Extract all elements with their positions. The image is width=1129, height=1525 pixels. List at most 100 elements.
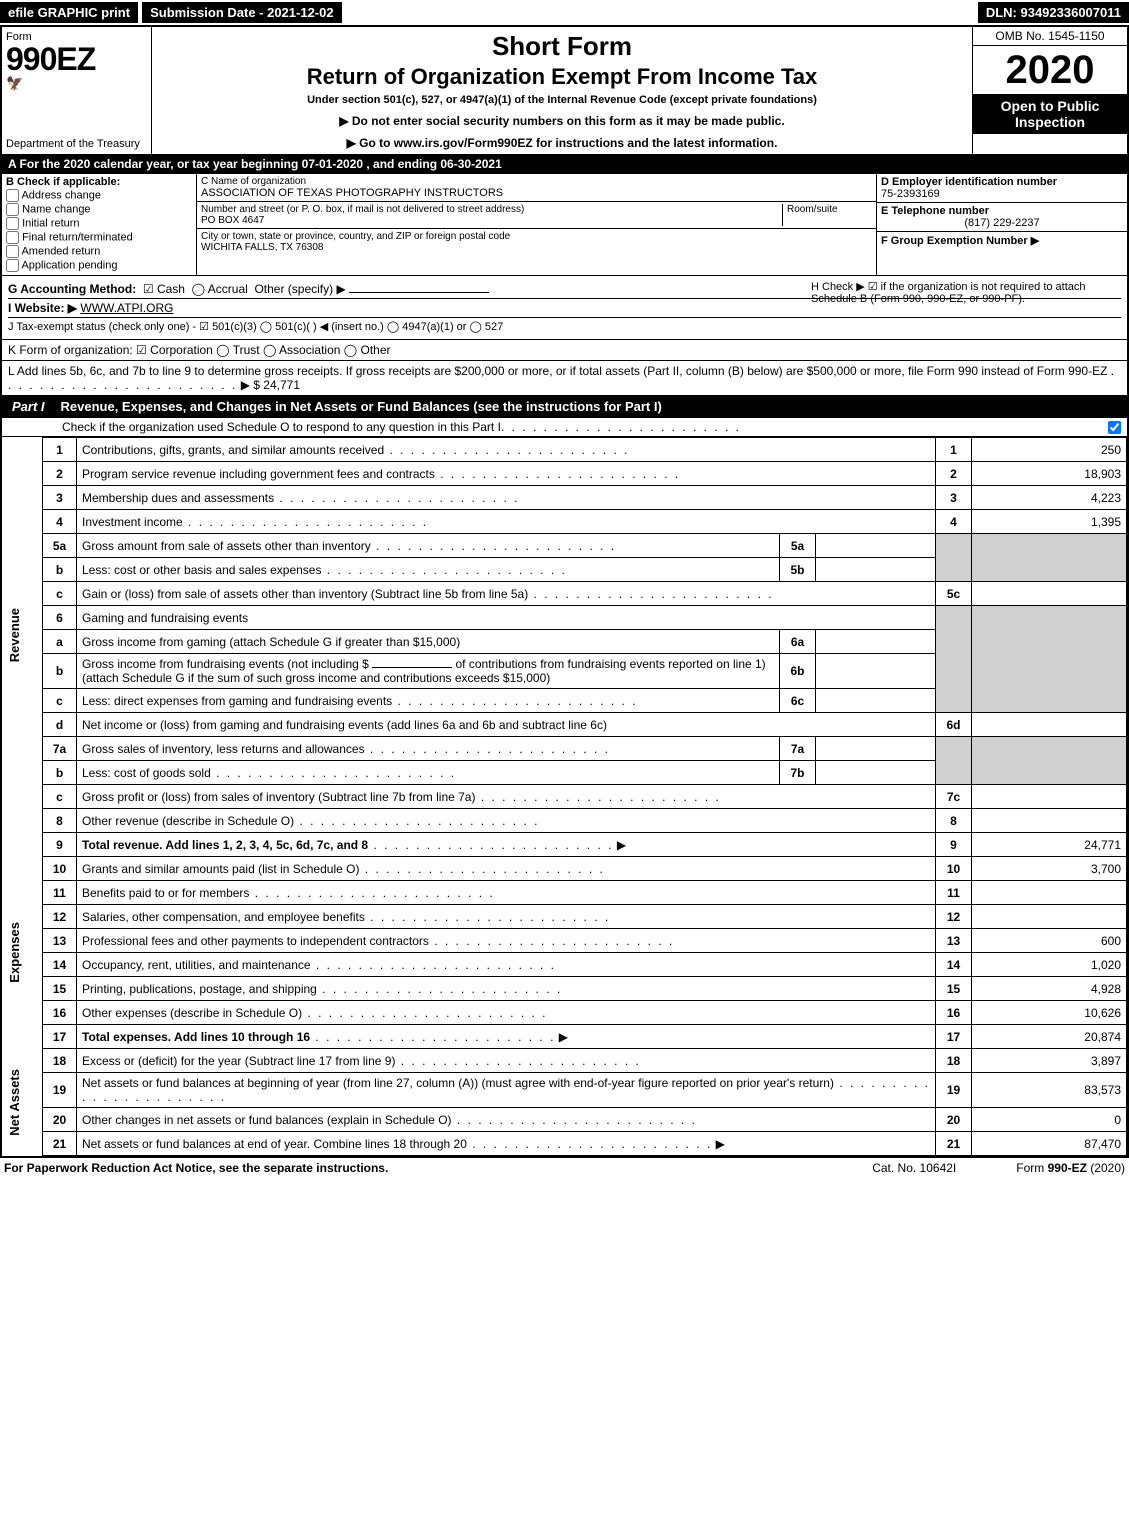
short-form-title: Short Form [160, 31, 964, 62]
goto-link[interactable]: ▶ Go to www.irs.gov/Form990EZ for instru… [160, 136, 964, 150]
line-6d-value [972, 713, 1127, 737]
org-address-cell: Number and street (or P. O. box, if mail… [197, 202, 876, 229]
line-5a-desc: Gross amount from sale of assets other t… [82, 539, 371, 553]
line-19-num: 19 [43, 1073, 77, 1108]
line-6d-rnum: 6d [936, 713, 972, 737]
line-7c-rnum: 7c [936, 785, 972, 809]
line-6d-num: d [43, 713, 77, 737]
check-application-pending[interactable]: Application pending [6, 259, 192, 272]
line-14-value: 1,020 [972, 953, 1127, 977]
accounting-method-label: G Accounting Method: [8, 282, 136, 296]
check-final-return[interactable]: Final return/terminated [6, 231, 192, 244]
line-7a-inval [816, 737, 936, 761]
city-value: WICHITA FALLS, TX 76308 [201, 242, 872, 253]
line-6a-desc: Gross income from gaming (attach Schedul… [82, 635, 460, 649]
line-3-rnum: 3 [936, 486, 972, 510]
section-j: J Tax-exempt status (check only one) - ☑… [8, 320, 1121, 333]
line-5b-desc: Less: cost or other basis and sales expe… [82, 563, 321, 577]
line-6c-inval [816, 689, 936, 713]
line-1-num: 1 [43, 438, 77, 462]
line-13-value: 600 [972, 929, 1127, 953]
line-7c-num: c [43, 785, 77, 809]
org-city-cell: City or town, state or province, country… [197, 229, 876, 275]
line-11-num: 11 [43, 881, 77, 905]
accrual-option[interactable]: Accrual [208, 282, 248, 296]
efile-print-button[interactable]: efile GRAPHIC print [0, 2, 138, 23]
line-1-value: 250 [972, 438, 1127, 462]
line-11-rnum: 11 [936, 881, 972, 905]
line-15-desc: Printing, publications, postage, and shi… [82, 982, 317, 996]
cash-option[interactable]: Cash [157, 282, 185, 296]
section-l-text: L Add lines 5b, 6c, and 7b to line 9 to … [8, 364, 1107, 378]
line-6-desc: Gaming and fundraising events [82, 611, 248, 625]
org-name-label: C Name of organization [201, 176, 872, 187]
check-name-change[interactable]: Name change [6, 203, 192, 216]
line-13-rnum: 13 [936, 929, 972, 953]
org-name-value: ASSOCIATION OF TEXAS PHOTOGRAPHY INSTRUC… [201, 187, 872, 199]
line-14-rnum: 14 [936, 953, 972, 977]
address-value: PO BOX 4647 [201, 215, 782, 226]
line-6c-desc: Less: direct expenses from gaming and fu… [82, 694, 392, 708]
line-3-value: 4,223 [972, 486, 1127, 510]
part-1-subtext: Check if the organization used Schedule … [2, 418, 1127, 437]
expenses-side-label: Expenses [7, 922, 22, 983]
check-initial-return[interactable]: Initial return [6, 217, 192, 230]
line-5b-innum: 5b [780, 558, 816, 582]
shade-7ab [936, 737, 972, 785]
check-amended-return[interactable]: Amended return [6, 245, 192, 258]
line-18-num: 18 [43, 1049, 77, 1073]
line-6d-desc: Net income or (loss) from gaming and fun… [82, 718, 607, 732]
part-1-header: Part I Revenue, Expenses, and Changes in… [2, 396, 1127, 418]
group-label: F Group Exemption Number ▶ [881, 235, 1039, 247]
open-public-inspection: Open to Public Inspection [973, 94, 1127, 134]
line-7b-inval [816, 761, 936, 785]
line-7a-desc: Gross sales of inventory, less returns a… [82, 742, 365, 756]
line-21-rnum: 21 [936, 1132, 972, 1156]
line-17-num: 17 [43, 1025, 77, 1049]
line-16-rnum: 16 [936, 1001, 972, 1025]
line-13-num: 13 [43, 929, 77, 953]
paperwork-notice: For Paperwork Reduction Act Notice, see … [4, 1161, 388, 1175]
website-label: I Website: ▶ [8, 301, 77, 315]
ein-cell: D Employer identification number 75-2393… [877, 174, 1127, 203]
line-5a-innum: 5a [780, 534, 816, 558]
tax-year: 2020 [973, 46, 1127, 94]
revenue-side-label: Revenue [7, 608, 22, 662]
ein-value: 75-2393169 [881, 188, 1123, 200]
line-14-desc: Occupancy, rent, utilities, and maintena… [82, 958, 311, 972]
address-label: Number and street (or P. O. box, if mail… [201, 204, 782, 215]
line-16-desc: Other expenses (describe in Schedule O) [82, 1006, 302, 1020]
shade-6abc [936, 606, 972, 713]
line-17-value: 20,874 [972, 1025, 1127, 1049]
line-8-desc: Other revenue (describe in Schedule O) [82, 814, 294, 828]
sections-g-h-i-j: H Check ▶ ☑ if the organization is not r… [2, 276, 1127, 340]
phone-label: E Telephone number [881, 205, 1123, 217]
schedule-o-checkbox[interactable] [1108, 420, 1121, 434]
line-7c-value [972, 785, 1127, 809]
schedule-o-check-text: Check if the organization used Schedule … [62, 420, 501, 434]
section-b: B Check if applicable: Address change Na… [2, 174, 197, 275]
check-address-change[interactable]: Address change [6, 189, 192, 202]
form-header: Form 990EZ 🦅 Department of the Treasury … [2, 27, 1127, 155]
no-ssn-note: ▶ Do not enter social security numbers o… [160, 114, 964, 128]
cat-number: Cat. No. 10642I [872, 1161, 956, 1175]
line-7a-innum: 7a [780, 737, 816, 761]
section-d-e-f: D Employer identification number 75-2393… [877, 174, 1127, 275]
line-2-num: 2 [43, 462, 77, 486]
line-7b-innum: 7b [780, 761, 816, 785]
line-6a-innum: 6a [780, 630, 816, 654]
other-option[interactable]: Other (specify) ▶ [254, 282, 345, 296]
line-5c-num: c [43, 582, 77, 606]
section-a-tax-year: A For the 2020 calendar year, or tax yea… [2, 155, 1127, 174]
line-4-rnum: 4 [936, 510, 972, 534]
line-18-desc: Excess or (deficit) for the year (Subtra… [82, 1054, 395, 1068]
website-link[interactable]: WWW.ATPI.ORG [80, 301, 173, 315]
line-5c-value [972, 582, 1127, 606]
line-14-num: 14 [43, 953, 77, 977]
line-10-desc: Grants and similar amounts paid (list in… [82, 862, 359, 876]
form-number: 990EZ [6, 43, 147, 75]
line-15-rnum: 15 [936, 977, 972, 1001]
group-exemption-cell: F Group Exemption Number ▶ [877, 232, 1127, 249]
line-6b-inval [816, 654, 936, 689]
room-suite-label: Room/suite [782, 204, 872, 226]
